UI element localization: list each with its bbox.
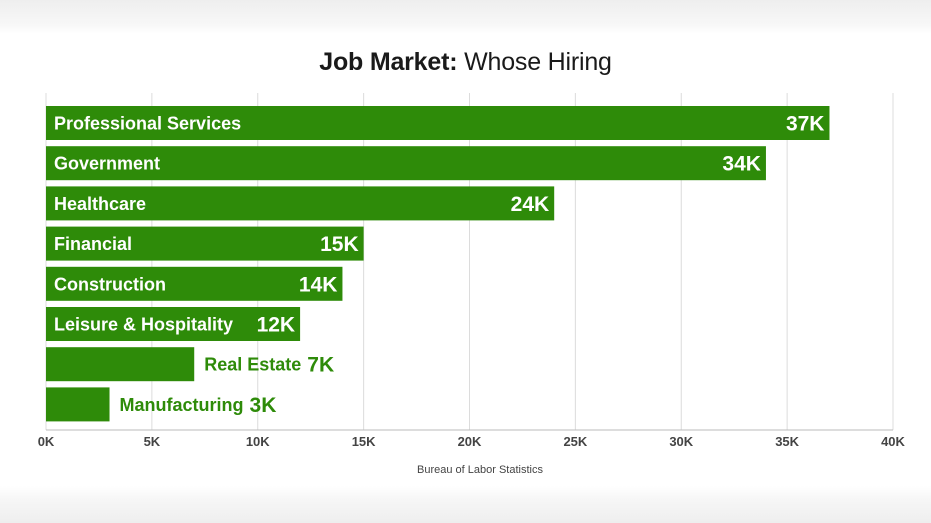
top-band	[0, 0, 931, 34]
bar-value-label-5: 12K	[257, 314, 296, 337]
chart-title-bold: Job Market:	[319, 48, 458, 76]
bar-2	[46, 186, 555, 221]
x-tick-label-5: 25K	[563, 434, 587, 449]
bottom-band	[0, 486, 931, 523]
x-tick-label-3: 15K	[352, 434, 376, 449]
bar-0	[46, 106, 830, 140]
bar-category-label-3: Financial	[54, 234, 132, 254]
bar-6	[46, 347, 195, 382]
bar-value-label-0: 37K	[786, 113, 825, 136]
bar-category-label-0: Professional Services	[54, 114, 241, 134]
bar-5	[46, 307, 301, 341]
source-note: Bureau of Labor Statistics	[417, 464, 543, 476]
x-tick-label-7: 35K	[775, 434, 799, 449]
bar-category-label-6: Real Estate	[204, 355, 301, 375]
bar-value-label-4: 14K	[299, 273, 338, 296]
bar-value-label-3: 15K	[320, 233, 359, 256]
x-tick-label-2: 10K	[246, 434, 270, 449]
bar-4	[46, 266, 343, 301]
bar-category-label-2: Healthcare	[54, 194, 146, 214]
bar-value-label-1: 34K	[722, 153, 761, 176]
bar-category-label-5: Leisure & Hospitality	[54, 315, 233, 335]
bar-1	[46, 146, 766, 181]
bar-value-label-6: 7K	[307, 354, 334, 377]
bar-category-label-7: Manufacturing	[120, 395, 244, 415]
chart-title: Job Market: Whose Hiring	[0, 48, 931, 77]
bar-category-label-1: Government	[54, 154, 160, 174]
x-tick-label-0: 0K	[38, 434, 55, 449]
bar-7	[46, 387, 110, 422]
bar-category-label-4: Construction	[54, 274, 166, 294]
x-tick-label-4: 20K	[458, 434, 482, 449]
bar-3	[46, 226, 364, 261]
x-tick-label-8: 40K	[881, 434, 905, 449]
x-tick-label-6: 30K	[669, 434, 693, 449]
x-tick-label-1: 5K	[144, 434, 161, 449]
chart-title-normal: Whose Hiring	[464, 48, 612, 76]
bar-value-label-7: 3K	[250, 394, 277, 417]
bar-value-label-2: 24K	[511, 193, 550, 216]
